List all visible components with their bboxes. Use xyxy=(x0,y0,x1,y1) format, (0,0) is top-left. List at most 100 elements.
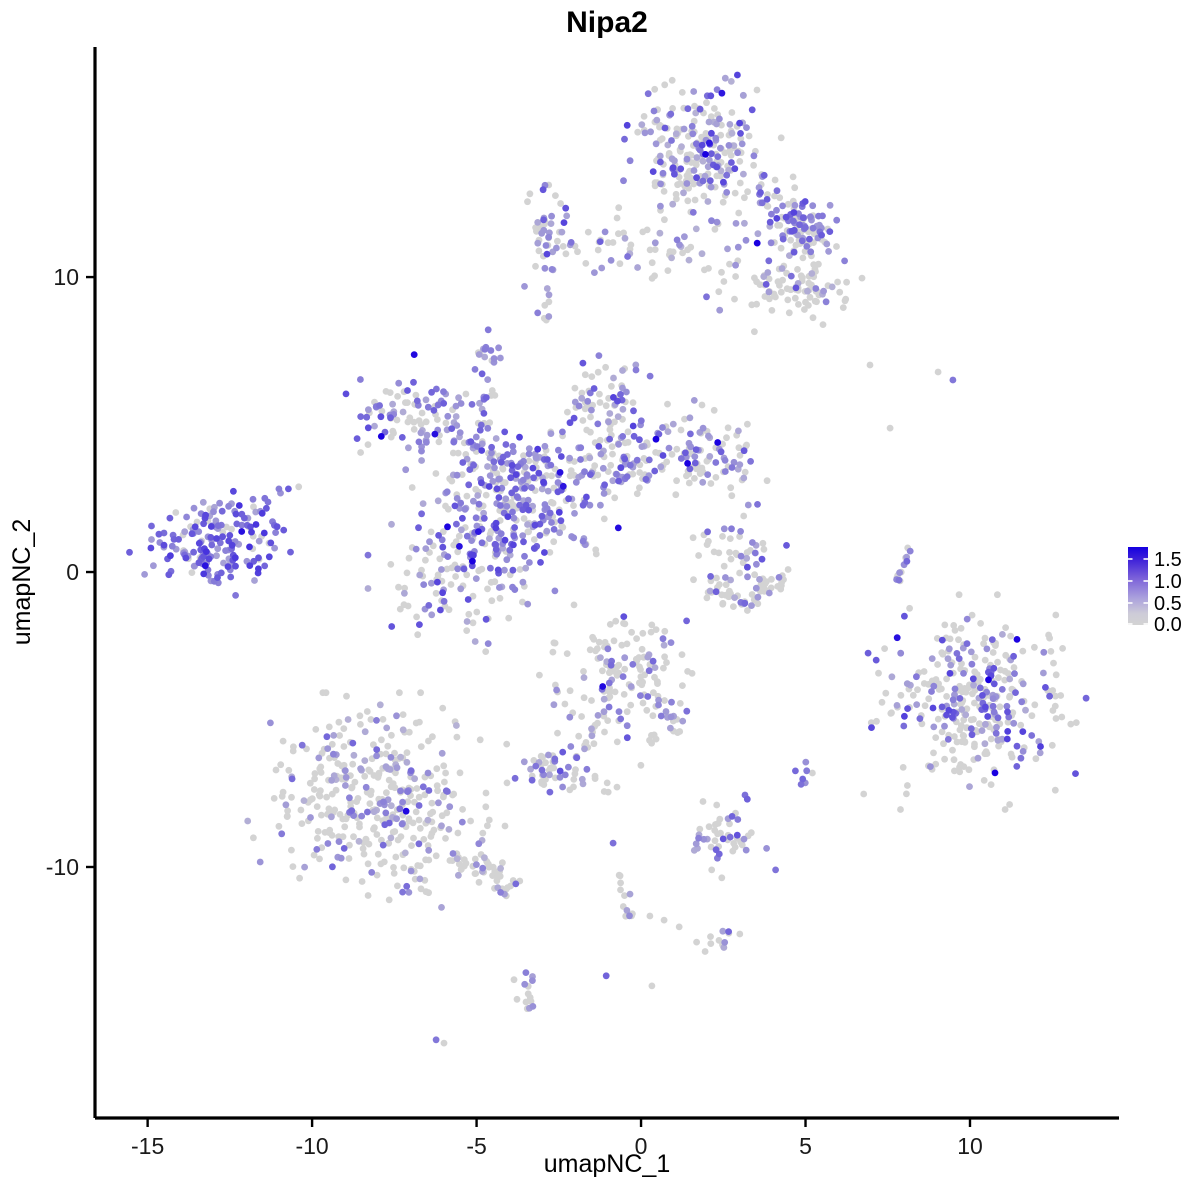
scatter-point xyxy=(698,250,706,258)
scatter-point xyxy=(760,587,768,595)
scatter-point xyxy=(504,884,511,891)
scatter-point xyxy=(617,464,625,472)
scatter-point xyxy=(730,142,738,150)
scatter-point xyxy=(791,201,799,209)
scatter-point xyxy=(640,113,648,120)
scatter-point xyxy=(655,430,663,438)
scatter-point xyxy=(707,573,714,580)
scatter-point xyxy=(342,390,350,398)
scatter-point xyxy=(443,565,451,573)
scatter-point xyxy=(218,507,226,515)
scatter-point xyxy=(651,179,659,187)
scatter-point xyxy=(520,452,527,459)
scatter-point xyxy=(247,523,254,531)
scatter-point xyxy=(227,573,235,581)
scatter-point xyxy=(728,492,736,500)
scatter-point xyxy=(559,523,567,531)
scatter-point xyxy=(505,614,513,622)
scatter-point xyxy=(706,453,714,460)
scatter-point xyxy=(735,209,743,217)
scatter-point xyxy=(559,482,567,490)
scatter-point xyxy=(1058,713,1066,721)
scatter-point xyxy=(521,980,529,988)
scatter-point xyxy=(278,830,286,838)
scatter-point xyxy=(398,820,406,828)
scatter-point xyxy=(510,541,517,549)
scatter-point xyxy=(440,762,448,770)
scatter-point xyxy=(595,352,603,359)
scatter-point xyxy=(228,541,236,549)
scatter-point xyxy=(895,576,903,584)
scatter-point xyxy=(566,454,573,462)
scatter-point xyxy=(784,566,792,573)
scatter-point xyxy=(773,215,781,222)
scatter-point xyxy=(190,504,198,512)
scatter-point xyxy=(417,429,425,437)
scatter-point xyxy=(373,752,380,760)
scatter-point xyxy=(562,204,570,212)
scatter-point xyxy=(590,636,598,643)
scatter-point xyxy=(560,219,568,227)
scatter-point xyxy=(981,634,989,642)
scatter-point xyxy=(370,772,378,779)
scatter-point xyxy=(626,890,634,898)
scatter-point xyxy=(944,655,952,663)
scatter-point xyxy=(609,839,617,847)
scatter-point xyxy=(556,767,564,775)
scatter-point xyxy=(768,307,776,314)
scatter-point xyxy=(484,463,491,470)
scatter-point xyxy=(536,671,543,679)
scatter-point xyxy=(665,444,673,452)
scatter-point xyxy=(632,361,640,369)
scatter-point xyxy=(777,244,785,252)
scatter-point xyxy=(410,351,418,358)
scatter-point xyxy=(403,882,411,890)
scatter-point xyxy=(934,368,942,376)
scatter-point xyxy=(285,766,293,774)
scatter-point xyxy=(614,524,622,532)
scatter-point xyxy=(357,376,364,383)
scatter-point xyxy=(440,400,448,407)
scatter-point xyxy=(411,798,418,806)
scatter-point xyxy=(285,485,292,493)
scatter-point xyxy=(684,197,692,205)
scatter-point xyxy=(532,262,539,270)
scatter-point xyxy=(200,570,208,578)
scatter-point xyxy=(677,165,685,173)
scatter-points xyxy=(126,71,1090,1047)
scatter-point xyxy=(717,448,725,456)
scatter-point xyxy=(1013,742,1021,750)
scatter-point xyxy=(623,640,631,648)
scatter-point xyxy=(668,451,676,458)
scatter-point xyxy=(213,535,221,542)
scatter-point xyxy=(521,485,528,492)
scatter-point xyxy=(390,870,398,877)
scatter-point xyxy=(644,90,652,98)
scatter-point xyxy=(734,149,741,157)
scatter-point xyxy=(397,787,404,795)
scatter-point xyxy=(232,562,239,570)
scatter-point xyxy=(260,529,268,537)
scatter-point xyxy=(1047,648,1055,655)
scatter-point xyxy=(833,243,840,250)
scatter-point xyxy=(727,576,734,584)
scatter-point xyxy=(713,86,721,93)
scatter-point xyxy=(743,795,751,803)
scatter-point xyxy=(492,435,500,442)
scatter-point xyxy=(447,581,455,588)
scatter-point xyxy=(943,693,950,700)
scatter-point xyxy=(148,522,155,530)
scatter-point xyxy=(603,779,611,787)
scatter-point xyxy=(453,495,461,502)
scatter-point xyxy=(646,912,654,920)
scatter-point xyxy=(249,495,257,503)
scatter-point xyxy=(798,237,806,245)
scatter-point xyxy=(403,758,411,766)
scatter-point xyxy=(623,722,631,730)
scatter-point xyxy=(1072,770,1079,777)
scatter-point xyxy=(488,597,496,605)
scatter-point xyxy=(797,272,805,280)
scatter-point xyxy=(897,806,904,813)
scatter-point xyxy=(673,477,680,485)
scatter-point xyxy=(350,833,357,841)
